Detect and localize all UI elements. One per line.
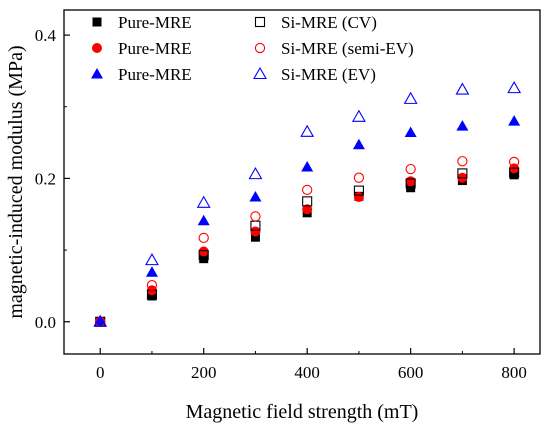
- y-axis-label: magnetic-induced modulus (MPa): [5, 45, 27, 318]
- data-point: [509, 170, 519, 180]
- y-tick-label: 0.2: [35, 169, 56, 188]
- x-tick-label: 200: [191, 363, 217, 382]
- data-point: [302, 204, 313, 215]
- data-point: [300, 124, 315, 137]
- data-point: [250, 211, 261, 222]
- data-point: [455, 82, 470, 95]
- data-point: [353, 185, 364, 196]
- legend-label: Si-MRE (CV): [281, 13, 377, 32]
- data-point: [509, 167, 520, 178]
- data-point: [249, 191, 262, 202]
- data-point: [405, 178, 416, 189]
- data-point: [93, 314, 108, 327]
- legend-marker: [253, 66, 267, 80]
- data-point: [250, 226, 261, 237]
- data-point: [146, 280, 158, 291]
- legend-marker: [91, 68, 103, 79]
- data-point: [351, 109, 366, 122]
- legend: Pure-MRE Pure-MRE Pure-MRE Si-MRE (CV) Si-MR…: [91, 13, 414, 84]
- data-point: [248, 167, 263, 180]
- data-point: [199, 254, 209, 264]
- data-point: [250, 232, 260, 242]
- data-points: [93, 81, 522, 327]
- data-point: [197, 214, 210, 226]
- legend-label: Pure-MRE: [118, 13, 192, 32]
- data-point: [198, 250, 209, 261]
- data-point: [405, 163, 416, 175]
- data-point: [353, 192, 364, 203]
- data-point: [405, 176, 416, 187]
- legend-label: Si-MRE (EV): [281, 65, 376, 84]
- data-point: [145, 266, 158, 277]
- data-point: [404, 126, 417, 138]
- data-point: [457, 156, 468, 167]
- data-point: [198, 246, 209, 257]
- data-point: [457, 168, 468, 179]
- data-point: [353, 172, 365, 183]
- legend-label: Pure-MRE: [118, 39, 192, 58]
- legend-label: Si-MRE (semi-EV): [281, 39, 414, 58]
- plot-frame: [63, 9, 541, 355]
- data-point: [456, 120, 469, 131]
- data-point: [196, 195, 211, 208]
- legend-label: Pure-MRE: [118, 65, 192, 84]
- y-tick-label: 0.4: [35, 26, 57, 45]
- data-point: [352, 138, 365, 150]
- data-point: [302, 184, 313, 196]
- data-point: [94, 315, 107, 327]
- data-point: [508, 156, 520, 168]
- legend-marker: [92, 17, 102, 27]
- data-point: [302, 196, 313, 207]
- legend-marker: [92, 43, 102, 53]
- y-tick-label: 0.0: [35, 313, 56, 332]
- data-point: [147, 291, 157, 301]
- x-tick-label: 600: [398, 363, 424, 382]
- data-point: [507, 81, 522, 94]
- x-tick-label: 0: [96, 363, 105, 382]
- x-tick-label: 400: [294, 363, 320, 382]
- legend-marker: [254, 16, 266, 28]
- x-tick-label: 800: [501, 363, 527, 382]
- data-point: [403, 91, 418, 104]
- x-axis-label: Magnetic field strength (mT): [186, 401, 419, 423]
- data-point: [508, 115, 521, 126]
- axis-ticks: 0 200 400 600 800 0.0 0.2 0.4: [35, 26, 527, 382]
- data-point: [145, 253, 159, 266]
- legend-marker: [254, 42, 266, 54]
- data-point: [301, 160, 314, 172]
- data-point: [198, 232, 209, 244]
